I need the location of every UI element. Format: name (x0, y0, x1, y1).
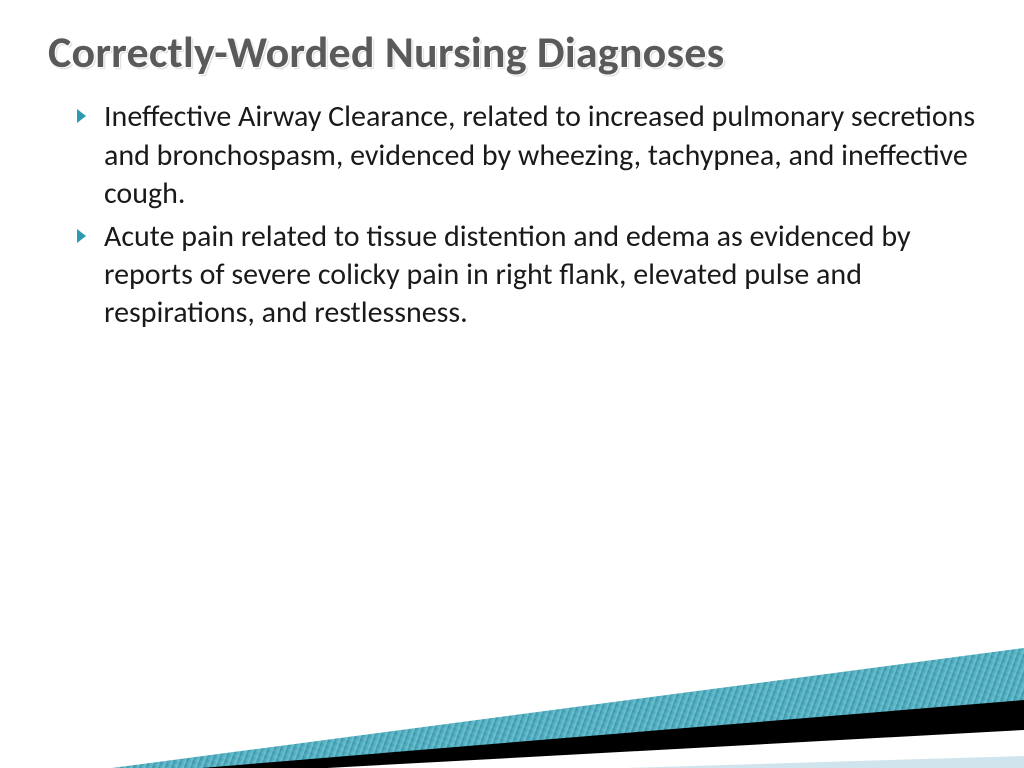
bullet-marker-icon (76, 228, 88, 244)
bullet-text: Ineffective Airway Clearance, related to… (104, 98, 976, 213)
bullet-marker-icon (76, 108, 88, 124)
slide-decor (0, 588, 1024, 768)
bullet-text: Acute pain related to tissue distention … (104, 218, 976, 333)
list-item: Acute pain related to tissue distention … (76, 218, 976, 333)
slide: Correctly-Worded Nursing Diagnoses Ineff… (0, 0, 1024, 768)
slide-body: Ineffective Airway Clearance, related to… (48, 98, 976, 332)
list-item: Ineffective Airway Clearance, related to… (76, 98, 976, 213)
slide-title: Correctly-Worded Nursing Diagnoses (48, 28, 976, 76)
